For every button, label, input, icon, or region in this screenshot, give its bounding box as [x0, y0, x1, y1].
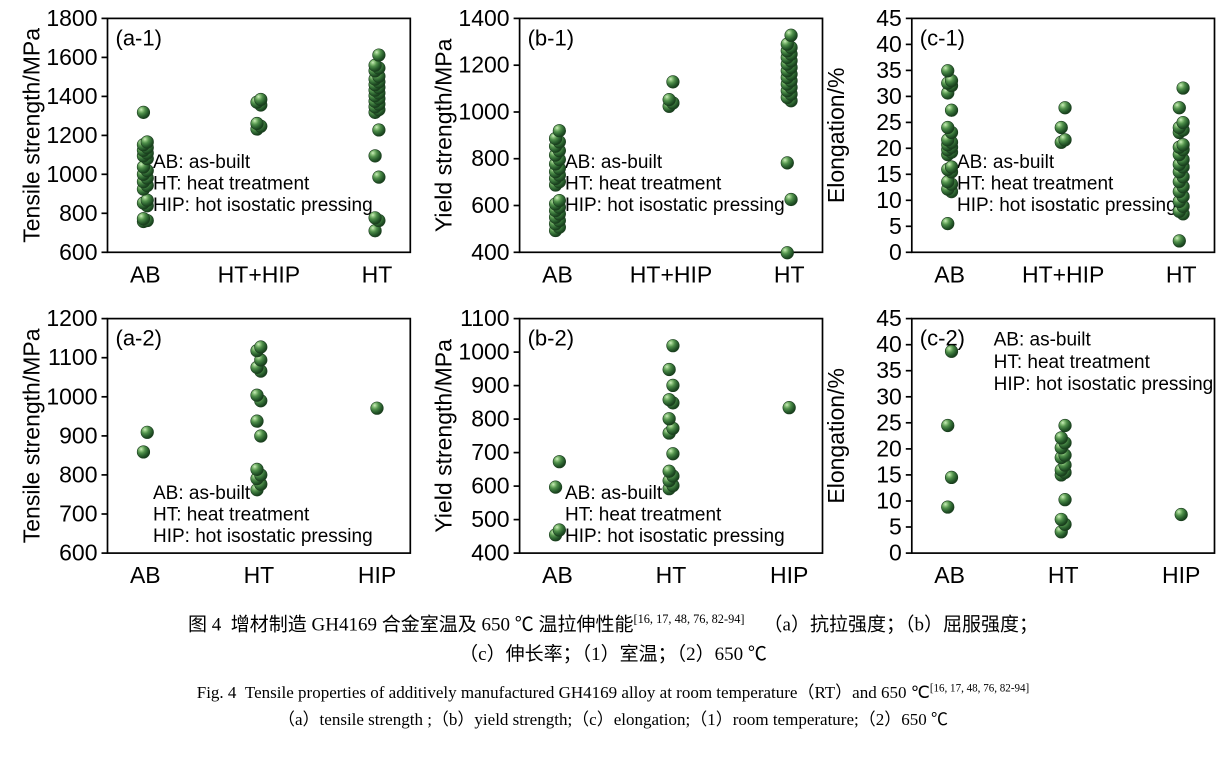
svg-text:(a-1): (a-1): [116, 25, 162, 50]
svg-text:HT: heat treatment: HT: heat treatment: [565, 174, 722, 195]
svg-text:AB: AB: [130, 261, 161, 287]
svg-text:900: 900: [471, 372, 509, 398]
svg-text:15: 15: [876, 461, 902, 487]
svg-text:600: 600: [59, 239, 97, 265]
svg-text:45: 45: [876, 5, 902, 31]
svg-text:AB: AB: [934, 562, 965, 588]
svg-text:AB: as-built: AB: as-built: [994, 330, 1092, 351]
svg-text:HT+HIP: HT+HIP: [630, 261, 712, 287]
svg-text:HT+HIP: HT+HIP: [218, 261, 300, 287]
svg-text:HT: HT: [1166, 261, 1197, 287]
svg-text:500: 500: [471, 506, 509, 532]
svg-text:1100: 1100: [48, 344, 97, 370]
svg-text:35: 35: [876, 57, 902, 83]
svg-text:1000: 1000: [46, 161, 97, 187]
svg-text:600: 600: [471, 192, 509, 218]
svg-text:800: 800: [471, 145, 509, 171]
svg-text:Tensile strength/MPa: Tensile strength/MPa: [19, 28, 45, 243]
svg-text:700: 700: [471, 439, 509, 465]
svg-text:(c-2): (c-2): [920, 326, 965, 351]
svg-text:1000: 1000: [458, 99, 509, 125]
svg-text:HT: HT: [362, 261, 393, 287]
svg-text:HT: HT: [244, 562, 275, 588]
svg-text:HT: heat treatment: HT: heat treatment: [957, 174, 1114, 195]
svg-text:HIP: hot isostatic pressing: HIP: hot isostatic pressing: [565, 195, 785, 216]
svg-text:1200: 1200: [46, 305, 97, 331]
svg-text:HIP: HIP: [1162, 562, 1200, 588]
svg-text:AB: as-built: AB: as-built: [153, 483, 251, 504]
svg-text:25: 25: [876, 109, 902, 135]
svg-text:AB: AB: [934, 261, 965, 287]
svg-text:800: 800: [59, 200, 97, 226]
svg-text:HIP: hot isostatic pressing: HIP: hot isostatic pressing: [565, 526, 785, 547]
svg-text:400: 400: [471, 239, 509, 265]
svg-text:Tensile strength/MPa: Tensile strength/MPa: [19, 328, 45, 543]
svg-text:800: 800: [59, 461, 97, 487]
svg-text:700: 700: [59, 501, 97, 527]
svg-text:1800: 1800: [46, 5, 97, 31]
svg-text:40: 40: [876, 31, 902, 57]
svg-text:(c-1): (c-1): [920, 25, 965, 50]
svg-text:5: 5: [889, 213, 902, 239]
svg-text:1400: 1400: [458, 5, 509, 31]
svg-text:1200: 1200: [46, 122, 97, 148]
svg-text:40: 40: [876, 331, 902, 357]
svg-text:35: 35: [876, 357, 902, 383]
svg-text:5: 5: [889, 514, 902, 540]
svg-text:1000: 1000: [46, 383, 97, 409]
svg-text:HIP: hot isostatic pressing: HIP: hot isostatic pressing: [153, 526, 373, 547]
svg-text:Yield strength/MPa: Yield strength/MPa: [431, 339, 457, 533]
svg-text:HT: heat treatment: HT: heat treatment: [994, 352, 1151, 373]
svg-text:(b-1): (b-1): [528, 25, 574, 50]
svg-text:AB: AB: [542, 261, 573, 287]
svg-text:HIP: HIP: [358, 562, 396, 588]
svg-text:1000: 1000: [458, 339, 509, 365]
svg-text:20: 20: [876, 435, 902, 461]
svg-text:HIP: hot isostatic pressing: HIP: hot isostatic pressing: [153, 195, 373, 216]
svg-text:10: 10: [876, 187, 902, 213]
svg-text:1200: 1200: [458, 52, 509, 78]
svg-text:HIP: HIP: [770, 562, 808, 588]
svg-text:25: 25: [876, 409, 902, 435]
svg-text:HT: heat treatment: HT: heat treatment: [153, 174, 310, 195]
svg-text:30: 30: [876, 83, 902, 109]
svg-text:HIP: hot isostatic pressing: HIP: hot isostatic pressing: [994, 374, 1214, 395]
svg-text:HT: HT: [774, 261, 805, 287]
svg-text:20: 20: [876, 135, 902, 161]
svg-text:HT: heat treatment: HT: heat treatment: [565, 505, 722, 526]
svg-text:10: 10: [876, 488, 902, 514]
svg-text:AB: as-built: AB: as-built: [153, 152, 251, 173]
svg-text:HT: HT: [656, 562, 687, 588]
svg-text:1400: 1400: [46, 83, 97, 109]
svg-text:Elongation/%: Elongation/%: [823, 368, 849, 504]
svg-text:AB: as-built: AB: as-built: [957, 152, 1055, 173]
svg-text:800: 800: [471, 406, 509, 432]
svg-text:900: 900: [59, 422, 97, 448]
svg-text:600: 600: [59, 540, 97, 566]
svg-text:HT: HT: [1048, 562, 1079, 588]
svg-text:HIP: hot isostatic pressing: HIP: hot isostatic pressing: [957, 195, 1177, 216]
svg-text:(b-2): (b-2): [528, 326, 574, 351]
svg-text:AB: as-built: AB: as-built: [565, 152, 663, 173]
svg-text:400: 400: [471, 540, 509, 566]
svg-text:600: 600: [471, 473, 509, 499]
svg-text:0: 0: [889, 239, 902, 265]
svg-text:30: 30: [876, 383, 902, 409]
svg-text:1100: 1100: [460, 305, 509, 331]
svg-text:AB: as-built: AB: as-built: [565, 483, 663, 504]
svg-text:15: 15: [876, 161, 902, 187]
svg-text:AB: AB: [130, 562, 161, 588]
svg-text:AB: AB: [542, 562, 573, 588]
svg-text:HT+HIP: HT+HIP: [1022, 261, 1104, 287]
svg-text:Elongation/%: Elongation/%: [823, 68, 849, 204]
svg-text:HT: heat treatment: HT: heat treatment: [153, 505, 310, 526]
svg-text:(a-2): (a-2): [116, 326, 162, 351]
svg-text:0: 0: [889, 540, 902, 566]
svg-text:45: 45: [876, 305, 902, 331]
svg-text:1600: 1600: [46, 44, 97, 70]
svg-text:Yield strength/MPa: Yield strength/MPa: [431, 38, 457, 232]
